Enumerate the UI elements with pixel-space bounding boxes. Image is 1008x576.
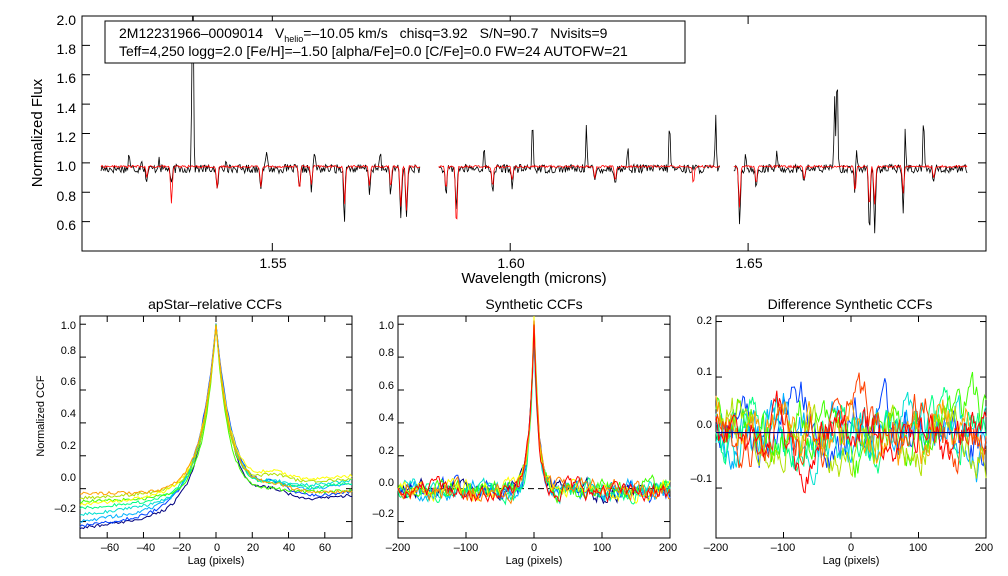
apstar-ccf-x-axis-label: Lag (pixels) [188, 555, 245, 567]
spectrum-series [100, 15, 968, 234]
apstar-ccf-ticks [80, 316, 352, 538]
spectrum-y-ticks [82, 15, 986, 223]
apstar-ccf-visit-5-line [79, 324, 353, 510]
difference-ccf-y-tick-label: –0.1 [691, 473, 712, 485]
apstar-ccf-visit-3-line [79, 323, 353, 523]
apstar-ccf-y-tick-label: 0.0 [61, 472, 76, 484]
synthetic-ccf-x-tick-label: –200 [386, 542, 410, 554]
difference-ccf-x-tick-label: 0 [848, 542, 854, 554]
star-id: 2M12231966–0009014 [119, 25, 263, 41]
apstar-ccf-x-tick-label: –40 [137, 542, 155, 554]
synthetic-ccf-y-tick-label: 0.4 [379, 412, 394, 424]
apstar-ccf-y-tick-label: 0.2 [61, 440, 76, 452]
apstar-ccf-x-tick-label: –60 [101, 542, 119, 554]
apstar-ccf-series [79, 323, 353, 530]
synthetic-ccf-y-tick-label: –0.2 [373, 508, 394, 520]
apstar-ccf-x-tick-label: 60 [319, 542, 331, 554]
spectrum-model-line [438, 164, 720, 220]
apstar-ccf-x-tick-label: 0 [214, 542, 220, 554]
difference-ccf-x-tick-label: 100 [909, 542, 927, 554]
chisq-value: chisq=3.92 [400, 25, 468, 41]
info-line-2: Teff=4,250 logg=2.0 [Fe/H]=–1.50 [alpha/… [119, 43, 628, 59]
spectrum-y-tick-label: 0.6 [57, 217, 77, 233]
spectrum-panel: 1.55 1.60 1.65 0.6 0.8 1.0 1.2 1.4 1.6 1… [29, 12, 987, 287]
apstar-ccf-y-axis-label: Normalized CCF [35, 375, 47, 457]
apstar-ccf-y-tick-label: 1.0 [61, 320, 76, 332]
apstar-ccf-y-tick-label: –0.2 [55, 503, 76, 515]
synthetic-ccf-visit-3-line [397, 330, 671, 502]
apstar-ccf-y-tick-label: 0.6 [61, 376, 76, 388]
apstar-ccf-visit-8-line [79, 324, 353, 506]
synthetic-ccf-panel: Synthetic CCFs –200 –100 0 100 200 –0.2 … [373, 296, 678, 567]
difference-ccf-x-tick-label: 200 [975, 542, 993, 554]
apstar-ccf-y-tick-label: 0.8 [61, 345, 76, 357]
spectrum-y-tick-label: 0.8 [57, 188, 77, 204]
synthetic-ccf-x-axis-label: Lag (pixels) [506, 555, 563, 567]
spectrum-y-tick-label: 1.6 [57, 70, 77, 86]
spectrum-y-tick-label: 1.4 [57, 100, 77, 116]
apstar-ccf-visit-2-line [79, 323, 353, 528]
apstar-ccf-visit-7-line [79, 324, 353, 500]
difference-ccf-y-tick-label: 0.0 [697, 419, 712, 431]
sn-value: S/N=90.7 [480, 25, 539, 41]
difference-ccf-y-tick-label: 0.2 [697, 315, 712, 327]
apstar-ccf-x-tick-label: 40 [283, 542, 295, 554]
apstar-ccf-visit-1-line [79, 323, 353, 530]
spectrum-x-axis-label: Wavelength (microns) [461, 270, 606, 287]
synthetic-ccf-x-tick-label: –100 [454, 542, 478, 554]
synthetic-ccf-x-tick-label: 0 [531, 542, 537, 554]
difference-ccf-series [715, 371, 987, 494]
spectrum-y-tick-label: 1.0 [57, 158, 77, 174]
difference-ccf-x-tick-label: –200 [704, 542, 728, 554]
difference-ccf-x-tick-label: –100 [771, 542, 795, 554]
synthetic-ccf-visit-9-line [397, 324, 671, 503]
apstar-ccf-y-tick-label: 0.4 [61, 408, 76, 420]
spectrum-observed-line [438, 114, 720, 210]
spectrum-x-tick-label: 1.65 [735, 255, 762, 271]
difference-ccf-panel: Difference Synthetic CCFs –200 –100 0 10… [691, 296, 994, 567]
spectrum-x-tick-label: 1.60 [497, 255, 524, 271]
difference-ccf-x-axis-label: Lag (pixels) [823, 555, 880, 567]
synthetic-ccf-visit-8-line [397, 320, 671, 505]
vhelio-subscript: helio [284, 34, 303, 44]
synthetic-ccf-y-tick-label: 0.6 [379, 380, 394, 392]
synthetic-ccf-y-tick-label: 1.0 [379, 320, 394, 332]
synthetic-ccf-y-tick-label: 0.0 [379, 477, 394, 489]
spectrum-model-line [733, 164, 968, 208]
difference-ccf-visit-8-line [715, 372, 987, 475]
apstar-ccf-x-tick-label: 20 [247, 542, 259, 554]
apstar-ccf-visit-4-line [79, 323, 353, 517]
vhelio-value: =–10.05 km/s [303, 25, 387, 41]
info-line-1: 2M12231966–0009014 Vhelio=–10.05 km/s ch… [119, 25, 608, 44]
spectrum-x-tick-label: 1.55 [259, 255, 286, 271]
spectrum-model-line [100, 164, 420, 211]
info-box [104, 20, 686, 64]
difference-ccf-y-tick-label: 0.1 [697, 366, 712, 378]
difference-ccf-visit-9-line [715, 390, 987, 494]
synthetic-ccf-x-tick-label: 200 [659, 542, 677, 554]
difference-ccf-visit-7-line [715, 395, 987, 466]
nvisits-value: Nvisits=9 [550, 25, 607, 41]
spectrum-y-axis-label: Normalized Flux [29, 78, 46, 187]
vhelio-label: V [275, 25, 285, 41]
spectrum-observed-line [733, 89, 968, 234]
synthetic-ccf-series [397, 315, 671, 506]
difference-ccf-title: Difference Synthetic CCFs [768, 296, 933, 312]
apstar-ccf-title: apStar–relative CCFs [148, 296, 282, 312]
synthetic-ccf-y-tick-label: 0.2 [379, 445, 394, 457]
synthetic-ccf-y-tick-label: 0.8 [379, 347, 394, 359]
synthetic-ccf-title: Synthetic CCFs [485, 296, 582, 312]
spectrum-y-tick-label: 2.0 [57, 12, 77, 28]
spectrum-y-tick-label: 1.8 [57, 41, 77, 57]
synthetic-ccf-x-tick-label: 100 [593, 542, 611, 554]
apstar-ccf-visit-9-line [79, 324, 353, 496]
spectrum-y-tick-label: 1.2 [57, 129, 77, 145]
apstar-ccf-visit-6-line [79, 324, 353, 504]
apstar-ccf-x-tick-label: –20 [173, 542, 191, 554]
apstar-ccf-panel: apStar–relative CCFs –60 –40 –20 0 20 40… [35, 296, 353, 567]
